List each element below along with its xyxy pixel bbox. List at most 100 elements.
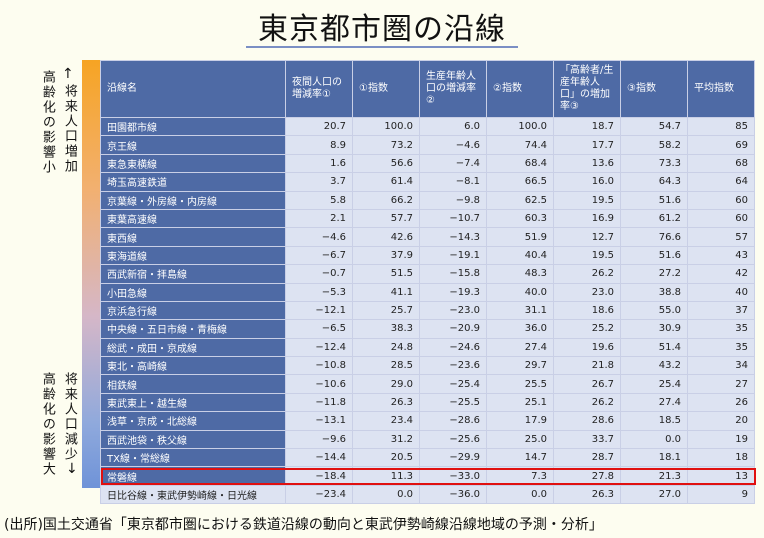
value-cell: 31.2	[352, 429, 420, 450]
line-name-cell: 中央線・五日市線・青梅線	[100, 319, 286, 339]
line-name-cell: 東海道線	[100, 245, 286, 266]
value-cell: −7.4	[419, 153, 487, 174]
value-cell: 26.2	[553, 264, 621, 284]
value-cell: −6.5	[285, 319, 353, 339]
value-cell: −5.3	[285, 282, 353, 302]
line-name-cell: 相鉄線	[100, 374, 286, 394]
source-note: (出所)国土交通省「東京都市圏における鉄道沿線の動向と東武伊勢崎線沿線地域の予測…	[4, 517, 603, 533]
col-header-working-age-rate: 生産年齢人口の増減率②	[419, 60, 487, 118]
line-name-cell: 京王線	[100, 135, 286, 155]
value-cell: −25.5	[419, 392, 487, 413]
line-name-cell: 東西線	[100, 227, 286, 247]
value-cell: 24.8	[352, 337, 420, 358]
table-row: 東海道線 −6.7 37.9 −19.1 40.4 19.5 51.6 43	[100, 245, 755, 266]
value-cell: −12.4	[285, 337, 353, 358]
value-cell: −18.4	[285, 466, 353, 486]
title-underline	[246, 46, 518, 48]
value-cell: 28.5	[352, 356, 420, 376]
value-cell: 64.3	[620, 172, 688, 192]
value-cell: 0.0	[486, 484, 554, 505]
value-cell: 40.0	[486, 282, 554, 302]
value-cell: 57.7	[352, 208, 420, 229]
value-cell: 11.3	[352, 466, 420, 486]
value-cell: 18.6	[553, 300, 621, 321]
value-cell: 25.2	[553, 319, 621, 339]
line-name-cell: 西武新宿・拝島線	[100, 264, 286, 284]
page-title: 東京都市圏の沿線	[258, 12, 506, 47]
value-cell: 7.3	[486, 466, 554, 486]
value-cell: 60	[687, 208, 755, 229]
value-cell: 13.6	[553, 153, 621, 174]
table-row: 西武新宿・拝島線 −0.7 51.5 −15.8 48.3 26.2 27.2 42	[100, 264, 755, 284]
value-cell: 64	[687, 172, 755, 192]
value-cell: 34	[687, 356, 755, 376]
value-cell: −28.6	[419, 411, 487, 431]
value-cell: 25.7	[352, 300, 420, 321]
value-cell: 51.6	[620, 190, 688, 210]
value-cell: −14.4	[285, 448, 353, 468]
table-header-row: 沿線名 夜間人口の増減率① ①指数 生産年齢人口の増減率② ②指数 「高齢者/生…	[100, 60, 755, 118]
value-cell: 17.9	[486, 411, 554, 431]
label-aging-small: 高齢化の影響小	[39, 70, 55, 175]
value-cell: 42	[687, 264, 755, 284]
value-cell: 26	[687, 392, 755, 413]
line-name-cell: 京浜急行線	[100, 300, 286, 321]
table-row: 京浜急行線 −12.1 25.7 −23.0 31.1 18.6 55.0 37	[100, 300, 755, 321]
table-row: 浅草・京成・北総線 −13.1 23.4 −28.6 17.9 28.6 18.5 20	[100, 411, 755, 431]
value-cell: −14.3	[419, 227, 487, 247]
gradient-side-bar	[82, 60, 100, 488]
value-cell: −10.8	[285, 356, 353, 376]
value-cell: 29.7	[486, 356, 554, 376]
value-cell: 38.3	[352, 319, 420, 339]
col-header-index2: ②指数	[486, 60, 554, 118]
line-name-cell: 埼玉高速鉄道	[100, 172, 286, 192]
value-cell: 66.2	[352, 190, 420, 210]
value-cell: 18	[687, 448, 755, 468]
line-name-cell: 小田急線	[100, 282, 286, 302]
value-cell: −13.1	[285, 411, 353, 431]
value-cell: 35	[687, 319, 755, 339]
value-cell: 26.7	[553, 374, 621, 394]
value-cell: −25.6	[419, 429, 487, 450]
value-cell: 19	[687, 429, 755, 450]
line-name-cell: 総武・成田・京成線	[100, 337, 286, 358]
value-cell: 21.8	[553, 356, 621, 376]
value-cell: 23.0	[553, 282, 621, 302]
label-population-increase: 将来人口増加	[61, 84, 77, 174]
value-cell: −23.6	[419, 356, 487, 376]
value-cell: −36.0	[419, 484, 487, 505]
line-name-cell: 西武池袋・秩父線	[100, 429, 286, 450]
value-cell: −23.0	[419, 300, 487, 321]
table-row: 田園都市線 20.7 100.0 6.0 100.0 18.7 54.7 85	[100, 116, 755, 137]
value-cell: −19.1	[419, 245, 487, 266]
value-cell: 27.4	[620, 392, 688, 413]
value-cell: 41.1	[352, 282, 420, 302]
value-cell: −4.6	[419, 135, 487, 155]
value-cell: 6.0	[419, 116, 487, 137]
value-cell: 73.3	[620, 153, 688, 174]
value-cell: 18.1	[620, 448, 688, 468]
col-header-elderly-ratio-rate: 「高齢者/生産年齢人口」の増加率③	[553, 60, 621, 118]
value-cell: −8.1	[419, 172, 487, 192]
col-header-line-name: 沿線名	[100, 60, 286, 118]
value-cell: −12.1	[285, 300, 353, 321]
value-cell: 100.0	[352, 116, 420, 137]
table-row: 中央線・五日市線・青梅線 −6.5 38.3 −20.9 36.0 25.2 30.9 35	[100, 319, 755, 339]
value-cell: 20	[687, 411, 755, 431]
value-cell: 31.1	[486, 300, 554, 321]
value-cell: 43.2	[620, 356, 688, 376]
table-row: 東北・高崎線 −10.8 28.5 −23.6 29.7 21.8 43.2 34	[100, 356, 755, 376]
value-cell: 36.0	[486, 319, 554, 339]
value-cell: 27.0	[620, 484, 688, 505]
value-cell: −20.9	[419, 319, 487, 339]
col-header-index3: ③指数	[620, 60, 688, 118]
value-cell: −0.7	[285, 264, 353, 284]
value-cell: 16.9	[553, 208, 621, 229]
value-cell: 20.7	[285, 116, 353, 137]
value-cell: 40	[687, 282, 755, 302]
value-cell: 51.9	[486, 227, 554, 247]
value-cell: 12.7	[553, 227, 621, 247]
line-name-cell: 常磐線	[100, 466, 286, 486]
table-row: 東急東横線 1.6 56.6 −7.4 68.4 13.6 73.3 68	[100, 153, 755, 174]
value-cell: −10.7	[419, 208, 487, 229]
